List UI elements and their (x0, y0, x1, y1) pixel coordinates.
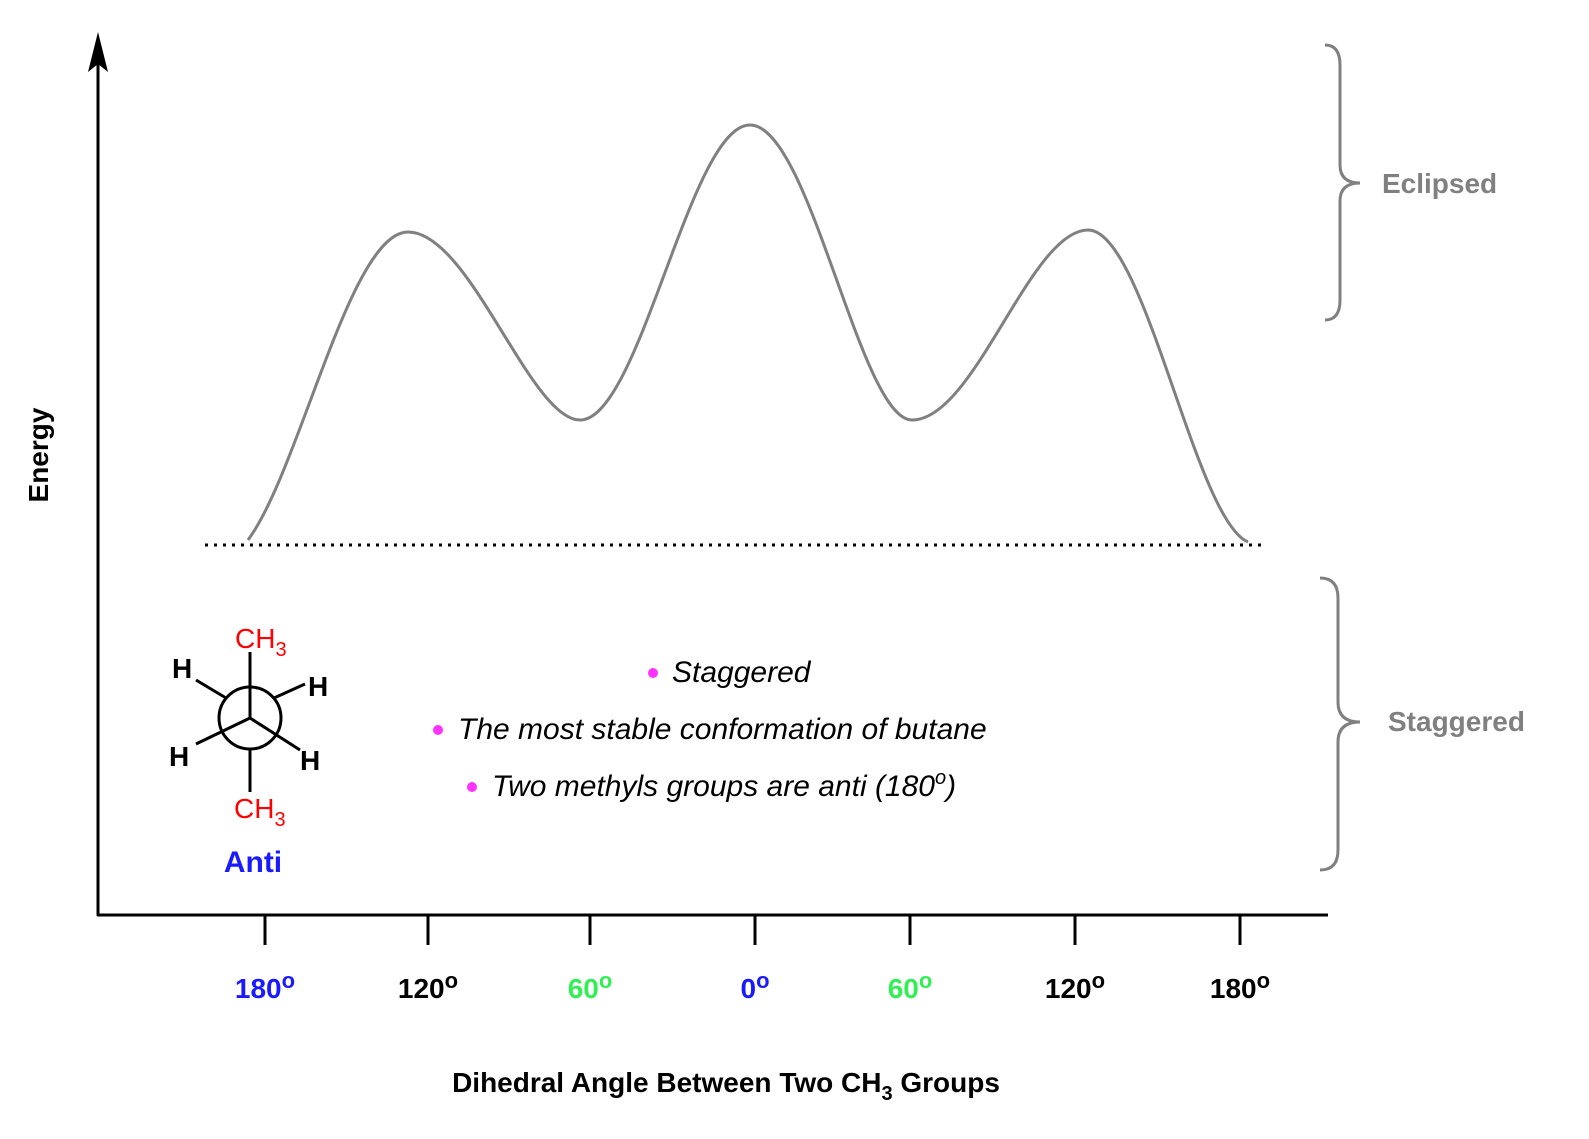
superscript: o (756, 968, 769, 993)
bracket (1319, 576, 1361, 872)
y-axis-label: Energy (23, 407, 54, 502)
bracket-label: Eclipsed (1382, 168, 1497, 199)
x-tick-label: 180o (1210, 968, 1270, 1004)
bullets: Staggered The most stable conformation o… (433, 656, 987, 803)
x-tick-label: 120o (398, 968, 458, 1004)
superscript: o (282, 968, 295, 993)
subscript: 3 (275, 639, 286, 661)
x-axis-label: Dihedral Angle Between Two CH3 Groups (452, 1067, 1000, 1105)
text: 120 (398, 973, 445, 1004)
text: Two methyls groups are anti (180 (492, 770, 935, 803)
text: CH (234, 793, 274, 824)
bullet-text: The most stable conformation of butane (458, 713, 987, 746)
text: 180 (1210, 973, 1257, 1004)
subscript: 3 (881, 1083, 892, 1105)
bullet-dot (433, 725, 443, 735)
x-tick-label: 60o (568, 968, 613, 1004)
subscript: 3 (274, 809, 285, 831)
superscript: o (1092, 968, 1105, 993)
h-label: H (308, 671, 328, 702)
text: 60 (568, 973, 599, 1004)
bullet-dot (467, 782, 477, 792)
x-tick-label: 60o (888, 968, 933, 1004)
methyl-label: CH3 (235, 623, 287, 661)
text: ) (943, 770, 956, 803)
x-ticks: 180o 120o 60o 0o 60o 120o 180o (235, 916, 1270, 1004)
axes (96, 62, 1328, 917)
h-label: H (300, 745, 320, 776)
superscript: o (919, 968, 932, 993)
energy-curve (246, 123, 1249, 544)
bullet-dot (648, 668, 658, 678)
bracket (1324, 43, 1361, 322)
text: 0 (740, 973, 756, 1004)
text: CH (235, 623, 275, 654)
superscript: o (935, 767, 946, 789)
superscript: o (599, 968, 612, 993)
text: 180 (235, 973, 282, 1004)
bullet-text: Two methyls groups are anti (180o) (492, 767, 956, 803)
text: 120 (1045, 973, 1092, 1004)
bracket-label: Staggered (1388, 706, 1525, 737)
newman-projection (195, 652, 306, 792)
methyl-label: CH3 (234, 793, 286, 831)
h-label: H (172, 653, 192, 684)
text: 60 (888, 973, 919, 1004)
superscript: o (445, 968, 458, 993)
superscript: o (1257, 968, 1270, 993)
conformation-name: Anti (224, 846, 282, 879)
axis-arrow (88, 32, 108, 72)
x-tick-label: 0o (740, 968, 769, 1004)
text: Groups (893, 1067, 1000, 1098)
h-label: H (169, 741, 189, 772)
x-tick-label: 180o (235, 968, 295, 1004)
x-tick-label: 120o (1045, 968, 1105, 1004)
bullet-text: Staggered (672, 656, 812, 689)
text: Dihedral Angle Between Two CH (452, 1067, 881, 1098)
